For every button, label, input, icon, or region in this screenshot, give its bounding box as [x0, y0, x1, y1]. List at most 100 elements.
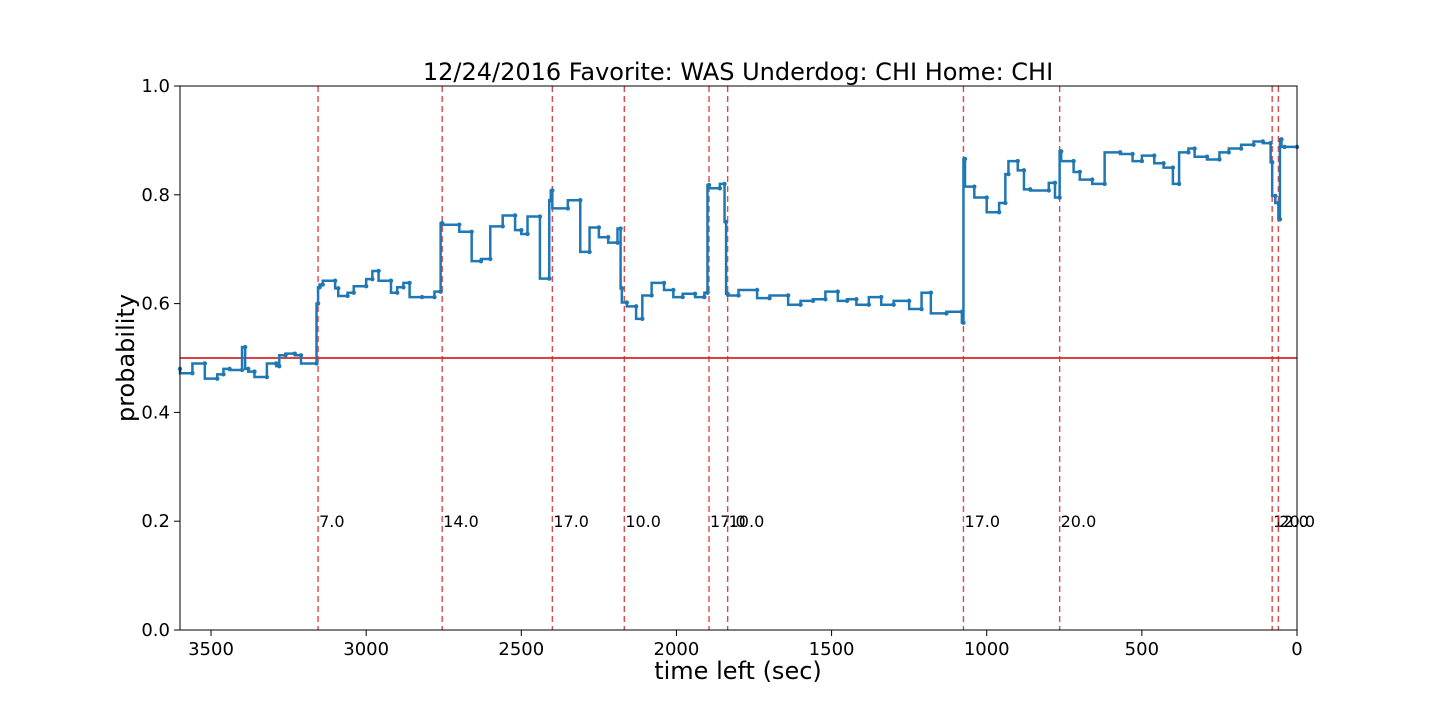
data-point	[432, 294, 437, 300]
data-point	[419, 294, 425, 300]
data-point	[351, 290, 356, 295]
data-point	[1226, 150, 1231, 155]
data-point	[370, 276, 375, 282]
data-point	[706, 182, 712, 188]
y-tick-label: 1.0	[141, 76, 170, 97]
data-point	[298, 353, 304, 358]
data-point	[1277, 217, 1283, 222]
data-point	[1269, 159, 1275, 165]
data-point	[962, 156, 968, 162]
x-axis-label: time left (sec)	[654, 657, 822, 685]
data-point	[891, 302, 896, 307]
data-point	[671, 287, 676, 293]
score-annotation-2: 17.0	[553, 512, 589, 531]
data-point	[264, 374, 270, 380]
data-point	[315, 301, 321, 306]
data-point	[376, 268, 381, 274]
data-point	[1170, 165, 1176, 170]
data-point	[242, 344, 248, 350]
data-point	[336, 286, 341, 291]
data-point	[919, 306, 924, 312]
data-point	[705, 290, 710, 295]
data-point	[246, 366, 251, 372]
data-point	[512, 213, 518, 218]
data-point	[722, 181, 727, 187]
data-point	[1273, 193, 1278, 199]
data-point	[618, 226, 623, 231]
data-point	[1238, 146, 1244, 151]
data-point	[1139, 158, 1145, 164]
data-point	[438, 289, 443, 294]
x-tick-label: 1000	[964, 639, 1010, 660]
x-tick-label: 2500	[498, 639, 544, 660]
data-point	[717, 186, 723, 191]
data-point	[1176, 181, 1182, 187]
data-point	[221, 372, 226, 377]
data-point	[1102, 181, 1107, 187]
data-point	[1279, 137, 1284, 142]
data-point	[680, 294, 685, 300]
data-point	[661, 280, 667, 286]
data-point	[469, 229, 474, 234]
x-tick-label: 3000	[343, 639, 389, 660]
data-point	[835, 289, 840, 294]
data-point	[596, 225, 602, 230]
y-tick-label: 0.6	[141, 294, 170, 315]
data-point	[407, 280, 412, 286]
data-point	[332, 278, 338, 283]
data-point	[984, 195, 989, 200]
data-point	[1251, 142, 1256, 147]
data-point	[879, 294, 884, 300]
data-point	[1276, 200, 1281, 206]
data-point	[439, 220, 445, 226]
data-point	[810, 298, 816, 304]
data-point	[190, 371, 195, 376]
data-point	[478, 258, 484, 264]
data-point	[1058, 149, 1064, 154]
data-point	[1021, 168, 1027, 173]
data-point	[394, 290, 400, 295]
data-point	[996, 210, 1002, 215]
data-point	[615, 240, 620, 245]
data-point	[547, 276, 552, 281]
data-point	[519, 227, 524, 233]
data-point	[277, 363, 282, 369]
data-point	[1152, 153, 1157, 158]
data-point	[736, 293, 741, 298]
data-point	[619, 286, 625, 291]
y-axis-label: probability	[112, 294, 140, 422]
data-point	[457, 222, 462, 227]
x-tick-label: 3500	[188, 639, 234, 660]
data-point	[624, 300, 629, 305]
data-point	[1071, 158, 1076, 164]
y-tick-label: 0.8	[141, 185, 170, 206]
data-point	[944, 311, 949, 316]
data-point	[525, 231, 530, 237]
data-point	[928, 290, 934, 295]
data-point	[785, 293, 791, 298]
data-point	[1027, 187, 1033, 192]
x-tick-label: 500	[1125, 639, 1159, 660]
data-point	[550, 188, 555, 193]
data-point	[961, 320, 966, 325]
data-point	[1003, 200, 1008, 206]
chart-title: 12/24/2016 Favorite: WAS Underdog: CHI H…	[423, 58, 1053, 86]
data-point	[363, 283, 369, 289]
x-tick-label: 1500	[809, 639, 855, 660]
data-point	[725, 291, 730, 297]
data-point	[844, 298, 850, 304]
data-point	[633, 304, 639, 309]
data-point	[1130, 151, 1135, 157]
data-point	[1015, 158, 1020, 164]
y-tick-label: 0.2	[141, 511, 170, 532]
data-point	[1282, 144, 1287, 150]
data-point	[972, 184, 977, 189]
data-point	[1057, 195, 1062, 200]
data-point	[292, 351, 298, 356]
data-point	[1117, 150, 1123, 155]
data-point	[1161, 161, 1166, 166]
x-tick-label: 0	[1291, 639, 1302, 660]
probability-series-line-0	[178, 138, 1297, 380]
data-point	[723, 219, 729, 225]
